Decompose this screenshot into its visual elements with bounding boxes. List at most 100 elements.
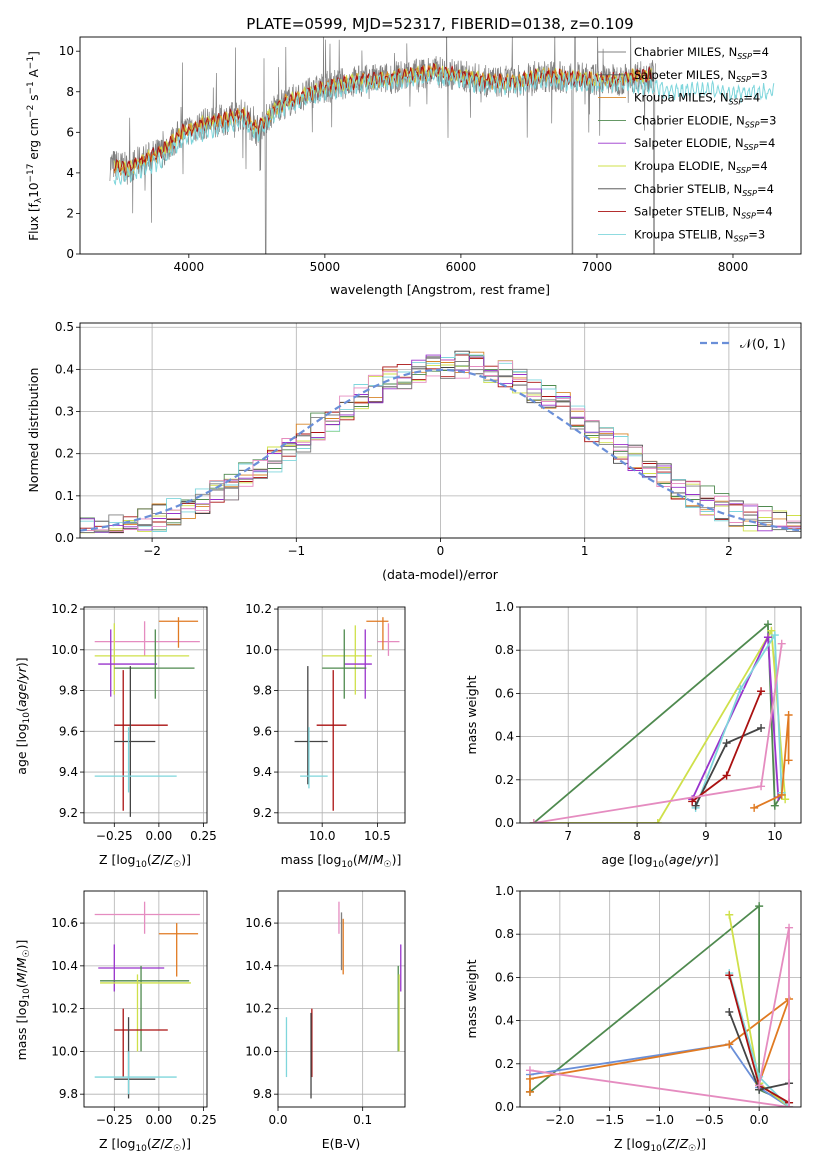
weight-marker — [525, 1074, 534, 1083]
x-tick-label: −1.0 — [645, 1113, 674, 1127]
x-tick-label: 0.00 — [146, 829, 173, 843]
weight-marker — [757, 723, 766, 732]
y-axis-label: Flux [fλ10−17 erg cm−2 s−1 A−1] — [26, 51, 44, 241]
y-tick-label: 0.4 — [55, 362, 74, 376]
weight-marker — [781, 795, 790, 804]
weight-marker — [757, 782, 766, 791]
y-tick-label: 9.2 — [253, 806, 272, 820]
figure-title: PLATE=0599, MJD=52317, FIBERID=0138, z=0… — [246, 15, 633, 33]
weight-marker — [525, 1087, 534, 1096]
y-tick-label: 0.3 — [55, 405, 74, 419]
x-tick-label: −2 — [143, 544, 161, 558]
x-tick-label: 10.0 — [309, 829, 336, 843]
x-tick-label: 8 — [633, 829, 641, 843]
x-tick-label: −1 — [287, 544, 305, 558]
x-tick-label: −0.25 — [96, 829, 133, 843]
weight-marker — [725, 1040, 734, 1049]
legend-entry: 𝒩(0, 1) — [740, 336, 786, 351]
weight-marker — [770, 801, 779, 810]
x-axis-label: age [log10(age/yr)] — [601, 852, 718, 870]
plot-area — [294, 617, 400, 811]
y-axis-label: mass weight — [464, 675, 479, 754]
y-tick-label: 9.4 — [253, 765, 272, 779]
y-tick-label: 4 — [66, 166, 74, 180]
y-tick-label: 10.6 — [51, 916, 78, 930]
y-tick-label: 10.4 — [51, 959, 78, 973]
weight-line — [533, 622, 783, 823]
axes-frame — [79, 322, 802, 539]
x-tick-label: 0.00 — [146, 1113, 173, 1127]
y-tick-label: 10.2 — [245, 1002, 272, 1016]
y-tick-label: 9.8 — [253, 1087, 272, 1101]
weight-marker — [525, 1066, 534, 1075]
weight-marker — [785, 923, 794, 932]
weight-line — [694, 632, 783, 809]
y-tick-label: 0.2 — [495, 1057, 514, 1071]
y-tick-label: 10.2 — [51, 602, 78, 616]
y-tick-label: 8 — [66, 85, 74, 99]
weight-marker — [653, 819, 662, 823]
legend-entry: Salpeter MILES, NSSP=3 — [634, 68, 768, 84]
weight-marker — [784, 756, 793, 765]
y-tick-label: 0.4 — [495, 730, 514, 744]
axes-frame — [83, 606, 208, 824]
y-tick-label: 0.1 — [55, 489, 74, 503]
axes-frame — [519, 890, 802, 1108]
y-tick-label: 10.2 — [51, 1002, 78, 1016]
axes-frame — [277, 890, 406, 1108]
weight-marker — [725, 910, 734, 919]
x-tick-label: 0.1 — [353, 1113, 372, 1127]
y-axis-label: age [log10(age/yr)] — [14, 657, 32, 774]
axes-frame — [277, 606, 406, 824]
y-tick-label: 0.8 — [495, 643, 514, 657]
y-tick-label: 9.8 — [59, 1087, 78, 1101]
x-tick-label: −0.25 — [96, 1113, 133, 1127]
panel-age-vs-mass: 10.0 10.5 9.2 9.4 9.6 9.8 10.0 10.2 mass [log10(… — [245, 602, 406, 870]
panel-mass-weight-vs-age: 7 8 9 10 0.0 0.2 0.4 0.6 0.8 1.0 age [log10(age/yr… — [464, 600, 802, 870]
y-tick-label: 0.5 — [55, 320, 74, 334]
weight-marker — [688, 797, 697, 806]
x-tick-label: 0.25 — [190, 1113, 217, 1127]
x-tick-label: 10.5 — [364, 829, 391, 843]
weight-marker — [770, 631, 779, 640]
weight-marker — [529, 819, 538, 823]
weight-marker — [736, 685, 745, 694]
weight-marker — [767, 626, 776, 635]
panel-mass-weight-vs-Z: −2.0 −1.5 −1.0 −0.5 0.0 0.0 0.2 0.4 0.6 0.8 1.0 Z [… — [464, 884, 802, 1154]
x-tick-label: 0.25 — [190, 829, 217, 843]
y-tick-label: 0 — [66, 247, 74, 261]
legend-entry: Kroupa MILES, NSSP=4 — [634, 91, 760, 107]
x-tick-label: −2.0 — [545, 1113, 574, 1127]
y-tick-label: 10.0 — [51, 643, 78, 657]
weight-marker — [757, 687, 766, 696]
weight-line — [694, 727, 762, 807]
x-axis-label: wavelength [Angstrom, rest frame] — [330, 282, 550, 297]
x-tick-label: 4000 — [174, 260, 205, 274]
panel-mass-vs-EBV: 0.0 0.1 9.8 10.0 10.2 10.4 10.6 E(B-V) — [245, 890, 406, 1151]
normal-curve — [80, 368, 801, 532]
weight-line — [529, 1043, 790, 1107]
y-tick-label: 10.0 — [245, 643, 272, 657]
legend-entry: Kroupa ELODIE, NSSP=4 — [634, 159, 768, 175]
plot-area — [109, 37, 775, 254]
x-tick-label: 5000 — [310, 260, 341, 274]
x-tick-label: 0.0 — [750, 1113, 769, 1127]
weight-line — [691, 636, 780, 800]
y-tick-label: 0.8 — [495, 927, 514, 941]
weight-marker — [722, 771, 731, 780]
axes-frame — [79, 36, 802, 255]
weight-marker — [722, 739, 731, 748]
x-axis-label: (data-model)/error — [382, 567, 499, 582]
y-tick-label: 0.2 — [495, 773, 514, 787]
weight-marker — [777, 639, 786, 648]
x-tick-label: 10 — [767, 829, 782, 843]
weight-marker — [725, 1007, 734, 1016]
axes-frame — [83, 890, 208, 1108]
x-tick-label: −1.5 — [595, 1113, 624, 1127]
weight-marker — [777, 790, 786, 799]
legend-entry: Chabrier STELIB, NSSP=4 — [634, 182, 774, 198]
x-tick-label: 7 — [564, 829, 572, 843]
x-axis-label: Z [log10(Z/Z☉)] — [99, 852, 191, 870]
x-tick-label: 2 — [725, 544, 733, 558]
plot-area — [285, 901, 402, 1099]
